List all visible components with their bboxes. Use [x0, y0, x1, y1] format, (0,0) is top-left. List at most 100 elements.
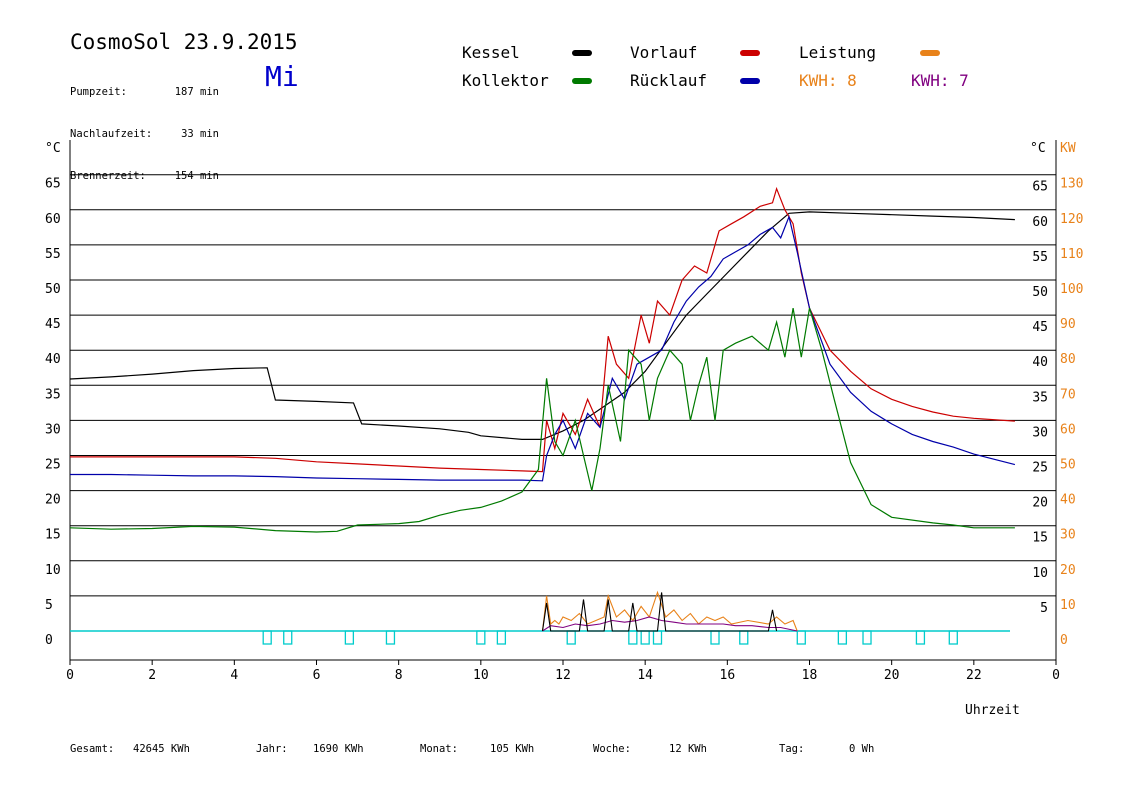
pumpzeit-label: Pumpzeit:: [70, 86, 127, 98]
y-tick-label-kw: 0: [1060, 633, 1068, 648]
pump-marker: [948, 630, 958, 645]
y-tick-label-kw: 20: [1060, 563, 1076, 578]
y-tick-label-right: 55: [1032, 250, 1048, 265]
y-tick-label-left: 10: [45, 563, 61, 578]
x-tick-label: 4: [230, 668, 238, 683]
series-kollektor: [69, 307, 1015, 533]
y-tick-label-kw: 40: [1060, 493, 1076, 508]
x-tick-label: 22: [966, 668, 982, 683]
pump-marker: [628, 630, 638, 645]
x-tick-label: 14: [637, 668, 653, 683]
pump-marker: [344, 630, 355, 645]
nachlaufzeit-value: 33 min: [181, 128, 219, 140]
x-tick-label: 18: [802, 668, 818, 683]
y-tick-label-left: 40: [45, 352, 61, 367]
y-tick-label-left: 60: [45, 212, 61, 227]
y-tick-label-kw: 80: [1060, 352, 1076, 367]
y-tick-label-right: 15: [1032, 531, 1048, 546]
y-tick-label-right: 65: [1032, 180, 1048, 195]
x-tick-label: 20: [884, 668, 900, 683]
y-tick-label-right: 35: [1032, 390, 1048, 405]
series-vorlauf: [70, 186, 1015, 473]
x-tick-label: 0: [1052, 668, 1060, 683]
y-tick-label-kw: 130: [1060, 177, 1083, 192]
y-tick-label-left: 5: [45, 598, 53, 613]
pump-marker: [496, 630, 507, 645]
y-tick-label-left: 65: [45, 177, 61, 192]
x-tick-label: 6: [313, 668, 321, 683]
x-tick-label: 16: [720, 668, 736, 683]
info-values: 187 min 33 min 154 min: [167, 57, 219, 197]
y-tick-label-left: 30: [45, 422, 61, 437]
y-tick-label-left: 15: [45, 528, 61, 543]
pump-marker: [262, 630, 272, 645]
y-tick-label-left: 0: [45, 633, 53, 648]
x-tick-label: 8: [395, 668, 403, 683]
x-tick-label: 12: [555, 668, 571, 683]
series-rcklauf: [70, 214, 1016, 482]
chart-title: CosmoSol 23.9.2015: [70, 30, 298, 54]
power-series-kessel: [541, 592, 778, 632]
legend-ruecklauf-label: Rücklauf: [630, 71, 708, 90]
series-kessel: [69, 211, 1015, 440]
y-tick-label-right: 60: [1032, 215, 1048, 230]
footer-tag-label: Tag:: [779, 743, 805, 755]
legend-kessel-swatch: [572, 50, 592, 56]
x-tick-label: 2: [148, 668, 156, 683]
y-tick-label-right: 20: [1032, 496, 1048, 511]
legend-leistung-swatch: [920, 50, 940, 56]
legend-vorlauf-label: Vorlauf: [630, 43, 698, 62]
x-axis-label: Uhrzeit: [965, 703, 1020, 718]
y-tick-label-kw: 50: [1060, 458, 1076, 473]
footer-woche-value: 12 KWh: [669, 743, 707, 755]
y-tick-label-left: 45: [45, 317, 61, 332]
y-tick-label-right: 45: [1032, 320, 1048, 335]
pump-marker: [796, 630, 806, 645]
legend-kollektor-label: Kollektor: [462, 71, 549, 90]
pump-marker: [915, 630, 926, 645]
footer-tag-value: 0 Wh: [849, 743, 875, 755]
y-tick-label-left: 55: [45, 247, 61, 262]
y-tick-label-right: 30: [1032, 425, 1048, 440]
y-tick-label-left: 20: [45, 493, 61, 508]
weekday-label: Mi: [265, 60, 299, 93]
pump-marker: [283, 630, 293, 645]
y-tick-label-kw: 30: [1060, 528, 1076, 543]
nachlaufzeit-label: Nachlaufzeit:: [70, 128, 153, 140]
y-tick-label-left: 25: [45, 458, 61, 473]
brennerzeit-label: Brennerzeit:: [70, 170, 146, 182]
y-unit-kw: KW: [1060, 141, 1076, 156]
legend-ruecklauf-swatch: [740, 78, 760, 84]
info-labels: Pumpzeit: Nachlaufzeit: Brennerzeit:: [70, 57, 152, 197]
y-tick-label-left: 35: [45, 387, 61, 402]
power-series-kwh7: [542, 616, 798, 632]
footer-gesamt-value: 42645 KWh: [133, 743, 190, 755]
pump-marker: [385, 630, 396, 645]
footer-woche-label: Woche:: [593, 743, 631, 755]
pump-marker: [710, 630, 720, 645]
y-unit-left: °C: [45, 141, 61, 156]
y-tick-label-kw: 90: [1060, 317, 1076, 332]
x-tick-label: 0: [66, 668, 74, 683]
legend-kollektor-swatch: [572, 78, 592, 84]
y-tick-label-kw: 70: [1060, 387, 1076, 402]
footer-monat-label: Monat:: [420, 743, 458, 755]
y-tick-label-right: 50: [1032, 285, 1048, 300]
y-tick-label-kw: 110: [1060, 247, 1083, 262]
pump-marker: [640, 630, 650, 645]
y-tick-label-right: 10: [1032, 566, 1048, 581]
y-tick-label-right: 25: [1032, 461, 1048, 476]
pump-marker: [652, 630, 663, 645]
pump-marker: [837, 630, 848, 645]
footer-gesamt-label: Gesamt:: [70, 743, 115, 755]
footer-jahr-value: 1690 KWh: [313, 743, 364, 755]
y-tick-label-kw: 100: [1060, 282, 1083, 297]
y-tick-label-right: 5: [1040, 601, 1048, 616]
brennerzeit-value: 154 min: [174, 170, 219, 182]
y-tick-label-kw: 10: [1060, 598, 1076, 613]
pump-marker: [862, 630, 872, 645]
footer-monat-value: 105 KWh: [490, 743, 535, 755]
y-tick-label-right: 40: [1032, 355, 1048, 370]
y-tick-label-kw: 120: [1060, 212, 1083, 227]
